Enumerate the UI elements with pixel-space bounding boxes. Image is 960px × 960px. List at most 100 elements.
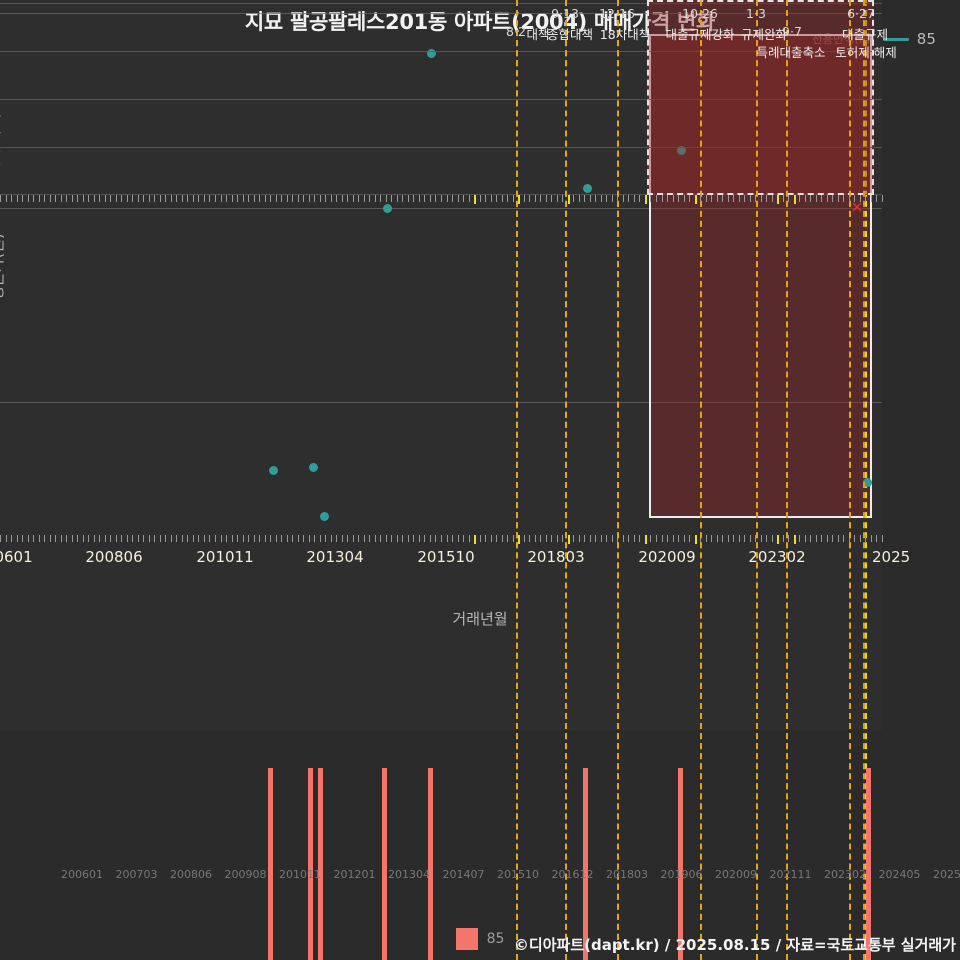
axis-tick	[551, 535, 553, 542]
volume-bar	[582, 768, 588, 960]
gridline-0-25	[0, 147, 882, 148]
axis-tick	[396, 195, 398, 202]
axis-tick	[49, 535, 51, 542]
axis-tick	[93, 195, 95, 202]
axis-tick	[27, 535, 29, 542]
axis-tick	[242, 535, 244, 542]
axis-tick	[760, 535, 762, 542]
axis-tick	[154, 535, 156, 542]
axis-tick	[358, 195, 360, 202]
axis-tick	[606, 195, 608, 202]
axis-tick	[391, 195, 393, 202]
axis-tick	[55, 535, 57, 542]
axis-tick	[49, 195, 51, 202]
data-point	[676, 145, 686, 155]
axis-tick	[766, 535, 768, 542]
event-date: 10·26	[682, 6, 718, 21]
x-tick-label-bottom: 201510	[497, 868, 539, 881]
axis-tick	[755, 195, 757, 202]
axis-tick	[882, 195, 883, 202]
axis-tick	[424, 195, 426, 202]
axis-tick	[859, 535, 861, 542]
axis-tick	[518, 535, 521, 544]
axis-tick	[826, 195, 828, 202]
axis-tick	[286, 195, 288, 202]
axis-tick	[181, 535, 183, 542]
axis-tick	[821, 195, 823, 202]
axis-tick	[727, 535, 729, 542]
axis-tick	[363, 535, 365, 542]
axis-tick	[143, 195, 145, 202]
axis-tick	[457, 535, 459, 542]
axis-tick	[633, 535, 635, 542]
axis-tick	[44, 195, 46, 202]
event-date: 12·16	[599, 6, 635, 21]
axis-tick	[385, 195, 387, 202]
gridline-150m	[0, 402, 882, 403]
axis-tick	[71, 195, 73, 202]
axis-tick	[104, 195, 106, 202]
y-axis-title-bottom: 거래량(건)	[0, 112, 3, 175]
axis-tick	[815, 535, 817, 542]
data-point	[582, 183, 592, 193]
axis-tick	[452, 535, 454, 542]
event-name: 대출규제강화	[665, 27, 735, 42]
x-tick-label-bottom: 200908	[224, 868, 267, 881]
axis-tick	[870, 535, 872, 542]
axis-tick	[16, 195, 18, 202]
axis-tick	[358, 535, 360, 542]
axis-tick	[259, 195, 261, 202]
x-tick-label: 201803	[527, 548, 585, 566]
axis-tick	[198, 195, 200, 202]
axis-tick	[292, 195, 294, 202]
axis-tick	[446, 535, 448, 542]
axis-tick	[678, 535, 680, 542]
axis-tick	[490, 195, 492, 202]
axis-tick	[644, 535, 647, 544]
axis-tick	[242, 195, 244, 202]
legend-top-value: 85	[916, 30, 936, 48]
axis-tick	[137, 535, 139, 542]
axis-tick	[804, 195, 806, 202]
axis-tick	[292, 535, 294, 542]
x-tick-label-bottom: 202508	[933, 868, 960, 881]
axis-tick	[418, 535, 420, 542]
axis-tick	[545, 535, 547, 542]
axis-tick	[374, 195, 376, 202]
axis-tick	[347, 535, 349, 542]
axis-tick	[479, 195, 481, 202]
axis-tick	[154, 195, 156, 202]
axis-tick	[330, 195, 332, 202]
axis-tick	[865, 195, 867, 202]
axis-tick	[859, 195, 861, 202]
axis-tick	[733, 535, 735, 542]
axis-tick	[176, 535, 178, 542]
axis-tick	[529, 535, 531, 542]
axis-tick	[705, 195, 707, 202]
axis-tick	[121, 195, 123, 202]
axis-tick	[832, 535, 834, 542]
axis-tick	[413, 535, 415, 542]
axis-tick	[644, 195, 647, 204]
x-tick-label-bottom: 201304	[388, 868, 430, 881]
axis-tick	[88, 195, 90, 202]
axis-tick	[689, 535, 691, 542]
event-name: 종합대책	[546, 27, 594, 42]
axis-tick	[882, 535, 883, 542]
volume-bar	[381, 768, 387, 960]
axis-tick	[661, 535, 663, 542]
axis-tick	[126, 195, 128, 202]
axis-tick	[837, 195, 839, 202]
axis-tick	[115, 535, 117, 542]
axis-tick	[507, 195, 509, 202]
axis-tick	[777, 535, 780, 544]
volume-bar	[317, 768, 323, 960]
axis-tick	[33, 195, 35, 202]
axis-tick	[683, 195, 685, 202]
axis-tick	[352, 195, 354, 202]
axis-tick	[562, 535, 564, 542]
axis-tick	[231, 535, 233, 542]
axis-tick	[606, 535, 608, 542]
axis-tick	[661, 195, 663, 202]
